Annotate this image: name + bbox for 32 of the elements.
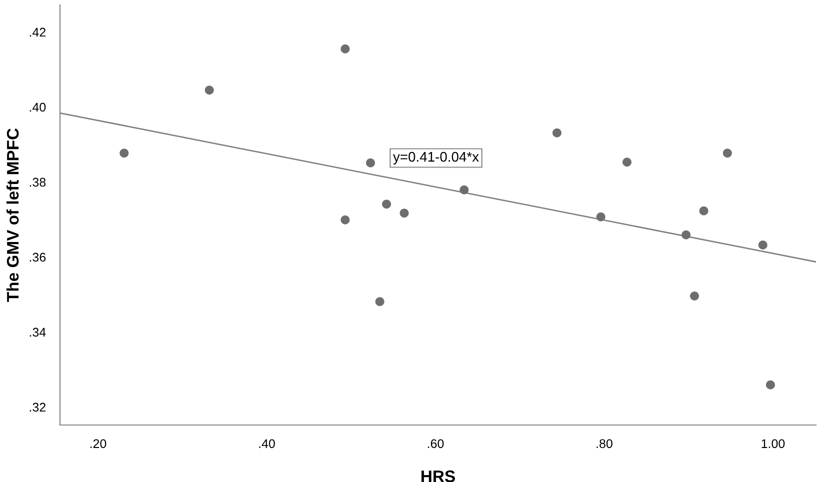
x-tick-label: .40 [259, 439, 275, 448]
point [375, 297, 384, 306]
point [120, 148, 129, 158]
point [722, 148, 732, 158]
point [400, 208, 409, 218]
y-tick-label: .40 [30, 102, 46, 112]
point [699, 206, 708, 216]
y-tick-label: .36 [30, 252, 46, 262]
x-tick-label: 1.00 [762, 439, 785, 448]
y-tick-label: .38 [30, 178, 46, 187]
x-axis-title: HRS [422, 470, 455, 482]
y-tick-label: .34 [30, 328, 46, 337]
point [596, 212, 606, 222]
y-tick-label: .32 [30, 402, 46, 412]
point [766, 380, 775, 390]
point [340, 44, 350, 54]
point [366, 158, 375, 168]
point [682, 230, 691, 240]
point [340, 215, 350, 224]
point [690, 292, 699, 300]
point [758, 240, 768, 250]
point [204, 86, 214, 95]
annotation: y=0.41-0.04*x [392, 152, 479, 164]
x-tick-label: .20 [90, 439, 106, 448]
x-tick-label: .60 [428, 439, 444, 448]
point [622, 158, 632, 167]
y-tick-label: .42 [30, 28, 46, 37]
point [460, 185, 469, 194]
point [382, 200, 392, 209]
point [552, 128, 562, 138]
x-tick-label: .80 [596, 439, 612, 448]
y-axis-title: The GMV of left MPFC [6, 128, 19, 302]
